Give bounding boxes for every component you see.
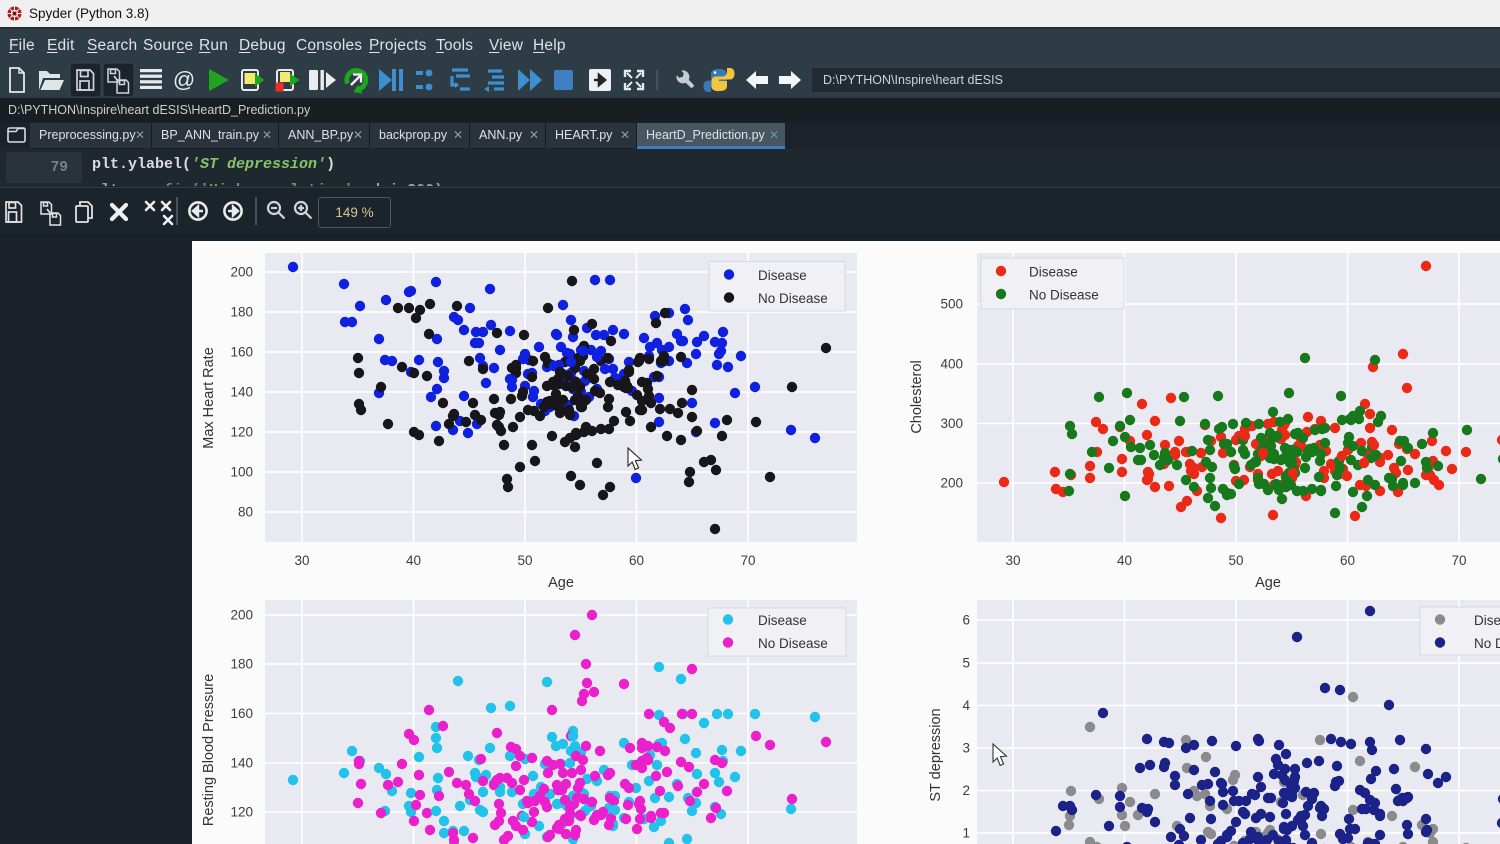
svg-text:160: 160 (230, 706, 253, 721)
svg-text:180: 180 (230, 305, 253, 320)
svg-text:Resting Blood Pressure: Resting Blood Pressure (201, 674, 217, 826)
svg-text:Disease: Disease (1029, 265, 1078, 280)
svg-text:3: 3 (962, 741, 970, 756)
svg-text:No Disease: No Disease (1029, 288, 1099, 303)
svg-text:70: 70 (1451, 553, 1466, 568)
svg-text:60: 60 (1340, 553, 1355, 568)
svg-text:120: 120 (230, 425, 253, 440)
svg-text:1: 1 (962, 826, 970, 841)
svg-text:Age: Age (1255, 575, 1281, 591)
svg-text:400: 400 (940, 357, 963, 372)
svg-text:D:\PYTHON\Inspire\heart dESIS: D:\PYTHON\Inspire\heart dESIS (823, 73, 1003, 87)
svg-text:70: 70 (740, 553, 755, 568)
svg-text:180: 180 (230, 657, 253, 672)
svg-text:Disease: Disease (1474, 613, 1500, 628)
svg-text:Max Heart Rate: Max Heart Rate (201, 347, 217, 449)
svg-text:Cholesterol: Cholesterol (909, 360, 925, 433)
svg-text:ST depression: ST depression (928, 708, 944, 801)
svg-text:5: 5 (962, 656, 970, 671)
svg-text:120: 120 (230, 805, 253, 820)
svg-text:200: 200 (940, 476, 963, 491)
svg-text:140: 140 (230, 756, 253, 771)
svg-text:80: 80 (238, 505, 253, 520)
svg-text:40: 40 (406, 553, 421, 568)
svg-text:Disease: Disease (758, 613, 807, 628)
svg-text:30: 30 (294, 553, 309, 568)
svg-text:140: 140 (230, 385, 253, 400)
svg-text:No Disease: No Disease (1474, 636, 1500, 651)
svg-text:No Disease: No Disease (758, 291, 828, 306)
svg-text:100: 100 (230, 465, 253, 480)
svg-text:200: 200 (230, 265, 253, 280)
svg-text:2: 2 (962, 783, 970, 798)
svg-text:@: @ (173, 67, 195, 92)
svg-text:6: 6 (962, 613, 970, 628)
svg-text:No Disease: No Disease (758, 636, 828, 651)
svg-text:4: 4 (962, 698, 970, 713)
svg-text:500: 500 (940, 297, 963, 312)
svg-text:60: 60 (629, 553, 644, 568)
svg-text:50: 50 (517, 553, 532, 568)
svg-text:Disease: Disease (758, 268, 807, 283)
svg-text:40: 40 (1117, 553, 1132, 568)
svg-text:200: 200 (230, 608, 253, 623)
svg-text:300: 300 (940, 416, 963, 431)
svg-text:Age: Age (548, 575, 574, 591)
svg-text:50: 50 (1228, 553, 1243, 568)
svg-text:30: 30 (1005, 553, 1020, 568)
svg-text:160: 160 (230, 345, 253, 360)
